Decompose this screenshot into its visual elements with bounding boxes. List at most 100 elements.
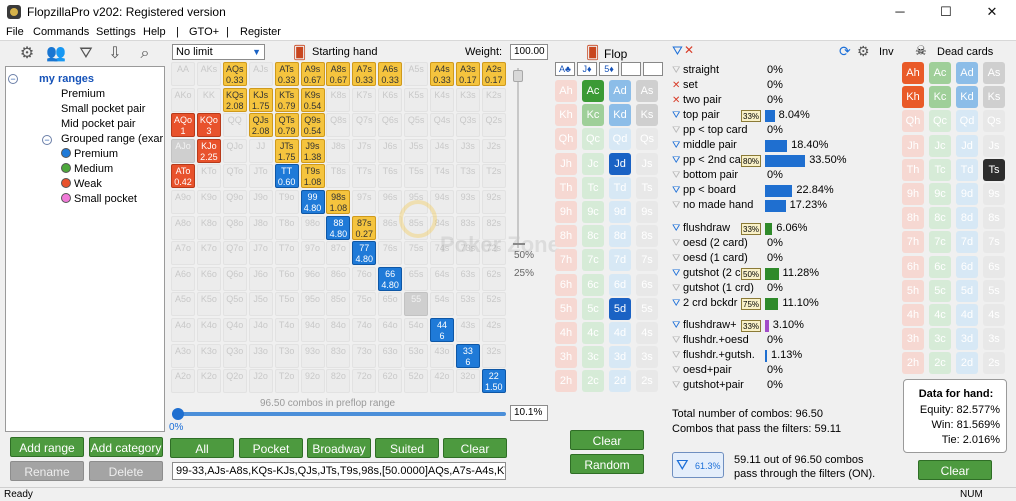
range-cell[interactable]: K3s [455, 87, 480, 112]
range-cell[interactable]: 52o [404, 369, 429, 394]
range-cell[interactable]: 75o [352, 292, 377, 317]
maximize-button[interactable]: ☐ [940, 4, 952, 19]
menu-file[interactable]: File [6, 26, 24, 38]
range-cell[interactable]: 98o [300, 215, 325, 240]
range-cell[interactable]: T8o [274, 215, 299, 240]
range-cell[interactable]: T2o [274, 369, 299, 394]
card-Kh[interactable]: Kh [902, 86, 924, 109]
range-cell[interactable]: T4s [430, 164, 454, 189]
funnel-icon[interactable]: ⛛ [672, 253, 681, 264]
range-cell[interactable]: KQs 2.08 [222, 87, 247, 112]
range-text-input[interactable]: 99-33,AJs-A8s,KQs-KJs,QJs,JTs,T9s,98s,[5… [172, 462, 506, 480]
card-4d[interactable]: 4d [609, 322, 631, 344]
broadway-button[interactable]: Broadway [307, 438, 371, 458]
users-icon[interactable]: 👥 [46, 45, 66, 62]
card-5c[interactable]: 5c [582, 297, 604, 320]
card-3s[interactable]: 3s [636, 346, 658, 369]
card-Qh[interactable]: Qh [555, 128, 577, 151]
rename-button[interactable]: Rename [10, 461, 84, 481]
range-cell[interactable]: 93o [300, 343, 325, 368]
range-cell[interactable]: K7s [352, 87, 377, 112]
minimize-button[interactable]: ─ [895, 4, 905, 19]
filter-row[interactable]: ⛛ gutshot (2 c [672, 266, 740, 281]
range-cell[interactable]: 74o [352, 318, 377, 342]
range-cell[interactable]: 54o [404, 318, 429, 342]
card-5c[interactable]: 5c [929, 279, 951, 302]
card-Th[interactable]: Th [555, 176, 577, 199]
card-5h[interactable]: 5h [555, 297, 577, 320]
range-cell[interactable]: KK [196, 87, 221, 112]
pocket-button[interactable]: Pocket [239, 438, 303, 458]
range-cell[interactable]: 65s [404, 266, 429, 291]
filter-row[interactable]: ⛛ top pair [672, 108, 720, 123]
card-Qc[interactable]: Qc [582, 128, 604, 151]
range-cell[interactable]: 22 1.50 [481, 369, 506, 394]
card-7c[interactable]: 7c [929, 231, 951, 254]
card-Ac[interactable]: Ac [929, 62, 951, 84]
menu-help[interactable]: Help [143, 26, 166, 38]
funnel-icon[interactable]: ⛛ [672, 380, 681, 391]
range-cell[interactable]: KTo [196, 164, 221, 189]
range-cell[interactable]: Q9o [222, 190, 247, 214]
range-cell[interactable]: J5o [248, 292, 273, 317]
funnel-icon[interactable]: ⛛ [672, 335, 681, 346]
funnel-icon[interactable]: ⛛ [672, 185, 681, 196]
menu-gto[interactable]: GTO+ [189, 26, 220, 38]
card-Jh[interactable]: Jh [902, 134, 924, 157]
range-cell[interactable]: J9o [248, 190, 273, 214]
exclude-icon[interactable]: ✕ [672, 80, 681, 91]
range-cell[interactable]: K7o [196, 241, 221, 266]
card-5h[interactable]: 5h [902, 279, 924, 302]
filter-badge[interactable]: 33% [741, 223, 762, 235]
filter-list[interactable]: ⛛ straight 0% ✕ set 0% ✕ two pair 0% ⛛ top pair 8.0… [0, 0, 847, 391]
range-cell[interactable]: T2s [481, 164, 506, 189]
filter-badge[interactable]: 80% [741, 155, 762, 167]
delete-button[interactable]: Delete [89, 461, 163, 481]
range-cell[interactable]: K6o [196, 266, 221, 291]
range-cell[interactable]: A9s 0.67 [300, 62, 325, 86]
card-6h[interactable]: 6h [555, 273, 577, 296]
funnel-icon[interactable]: ⛛ [672, 365, 681, 376]
range-cell[interactable]: T7o [274, 241, 299, 266]
board-card-slot[interactable]: A♣ [555, 62, 575, 76]
range-cell[interactable]: T6o [274, 266, 299, 291]
tree-sub-small-pocket[interactable]: Small pocket [61, 192, 137, 206]
filter-icon[interactable]: ⛛ [672, 43, 683, 58]
range-cell[interactable]: 43s [455, 318, 480, 342]
range-cell[interactable]: Q5s [404, 113, 429, 138]
card-As[interactable]: As [636, 80, 658, 102]
range-cell[interactable]: 64o [378, 318, 403, 342]
range-cell[interactable]: AJs [248, 62, 273, 86]
range-cell[interactable]: T4o [274, 318, 299, 342]
card-3h[interactable]: 3h [902, 328, 924, 351]
range-cell[interactable]: Q7s [352, 113, 377, 138]
card-Ks[interactable]: Ks [983, 86, 1005, 109]
card-Qs[interactable]: Qs [983, 110, 1005, 133]
card-Td[interactable]: Td [956, 158, 978, 181]
range-cell[interactable]: 72s [481, 241, 506, 266]
range-cell[interactable]: AA [171, 62, 195, 86]
range-cell[interactable]: Q6s [378, 113, 403, 138]
card-3c[interactable]: 3c [929, 328, 951, 351]
card-Kh[interactable]: Kh [555, 104, 577, 127]
card-Jc[interactable]: Jc [929, 134, 951, 157]
card-2d[interactable]: 2d [609, 370, 631, 393]
range-cell[interactable]: J2s [481, 138, 506, 163]
range-cell[interactable]: 32o [455, 369, 480, 394]
filter-row[interactable]: ⛛ oesd (2 card) [672, 236, 748, 251]
tree-item-mid-pocket-pair[interactable]: Mid pocket pair [61, 118, 136, 130]
percent-input[interactable]: 10.1% [510, 405, 548, 421]
range-cell[interactable]: 64s [430, 266, 454, 291]
card-Kd[interactable]: Kd [956, 86, 978, 109]
range-cell[interactable]: 95o [300, 292, 325, 317]
range-cell[interactable]: 74s [430, 241, 454, 266]
card-2c[interactable]: 2c [582, 370, 604, 393]
card-Jd[interactable]: Jd [956, 134, 978, 157]
tree-item-premium[interactable]: Premium [61, 88, 106, 100]
range-cell[interactable]: T9o [274, 190, 299, 214]
range-cell[interactable]: Q4s [430, 113, 454, 138]
filter-row[interactable]: ⛛ flushdr.+gutsh. [672, 348, 755, 363]
filter-row[interactable]: ⛛ middle pair [672, 138, 737, 153]
range-cell[interactable]: A6s 0.33 [378, 62, 403, 86]
range-cell[interactable]: 72o [352, 369, 377, 394]
